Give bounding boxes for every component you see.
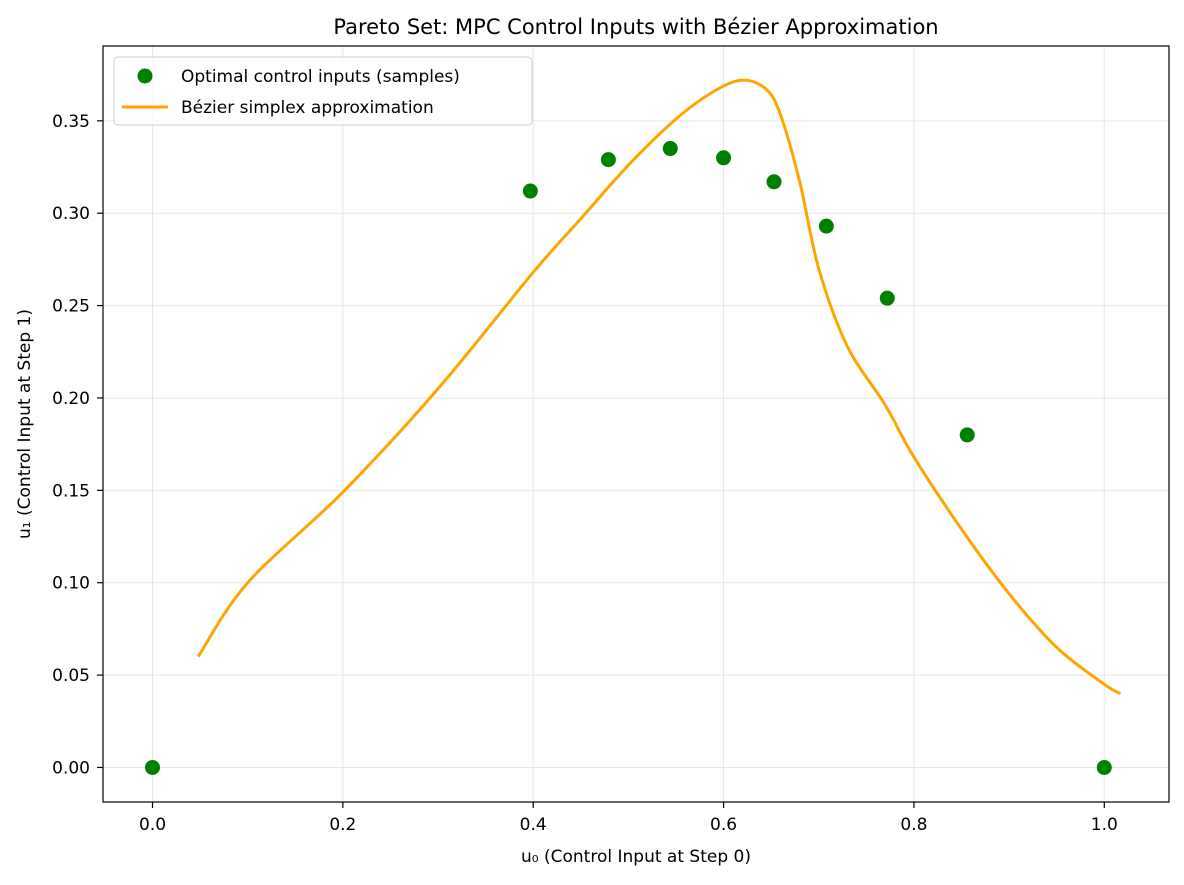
scatter-point: [716, 150, 732, 166]
x-tick-label: 0.4: [520, 815, 547, 835]
x-tick-label: 0.6: [710, 815, 737, 835]
scatter-point: [144, 759, 160, 775]
legend-label-bezier: Bézier simplex approximation: [181, 98, 434, 118]
grid-layer: [103, 46, 1169, 802]
axes-frame: [102, 45, 1170, 803]
x-tick-label: 0.2: [329, 815, 356, 835]
legend: Optimal control inputs (samples) Bézier …: [113, 56, 533, 126]
chart-title: Pareto Set: MPC Control Inputs with Bézi…: [333, 15, 938, 39]
x-tick-label: 0.0: [139, 815, 166, 835]
y-tick-label: 0.10: [52, 574, 90, 594]
scatter-point: [879, 290, 895, 306]
y-axis-ticks: 0.00 0.05 0.10 0.15 0.20 0.25 0.30 0.35: [52, 112, 103, 778]
y-tick-label: 0.00: [52, 758, 90, 778]
x-tick-label: 0.8: [900, 815, 927, 835]
scatter-point: [1096, 759, 1112, 775]
y-tick-label: 0.05: [52, 666, 90, 686]
scatter-point: [766, 174, 782, 190]
x-tick-label: 1.0: [1091, 815, 1118, 835]
scatter-point: [818, 218, 834, 234]
y-tick-label: 0.25: [52, 297, 90, 317]
y-tick-label: 0.15: [52, 481, 90, 501]
scatter-point: [522, 183, 538, 199]
x-axis-ticks: 0.0 0.2 0.4 0.6 0.8 1.0: [139, 802, 1118, 835]
bezier-approximation-line: [196, 78, 1122, 695]
legend-marker-samples: [137, 68, 153, 84]
y-tick-label: 0.35: [52, 112, 90, 132]
scatter-point: [662, 141, 678, 157]
legend-box: [113, 56, 533, 126]
sample-points: [144, 141, 1112, 775]
scatter-point: [600, 152, 616, 168]
plot-layer: [144, 78, 1122, 775]
scatter-point: [959, 427, 975, 443]
x-axis-label: u₀ (Control Input at Step 0): [521, 847, 751, 867]
y-axis-label: u₁ (Control Input at Step 1): [15, 309, 35, 539]
y-tick-label: 0.30: [52, 204, 90, 224]
legend-label-samples: Optimal control inputs (samples): [181, 67, 460, 87]
y-tick-label: 0.20: [52, 389, 90, 409]
